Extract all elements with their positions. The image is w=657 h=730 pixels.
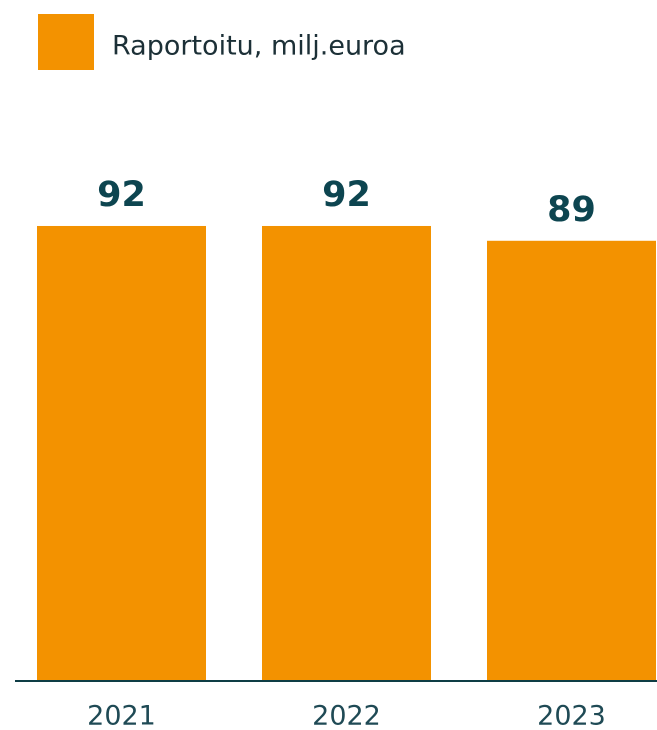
bar [37, 225, 206, 681]
x-tick-label: 2023 [537, 701, 606, 730]
legend-swatch [38, 14, 94, 70]
bar [262, 225, 431, 681]
value-label: 92 [322, 175, 371, 215]
bar [487, 240, 656, 680]
legend-label: Raportoitu, milj.euroa [112, 31, 406, 62]
x-tick-label: 2021 [87, 701, 156, 730]
x-tick-label: 2022 [312, 701, 381, 730]
value-label: 92 [97, 175, 146, 215]
value-label: 89 [547, 190, 596, 230]
